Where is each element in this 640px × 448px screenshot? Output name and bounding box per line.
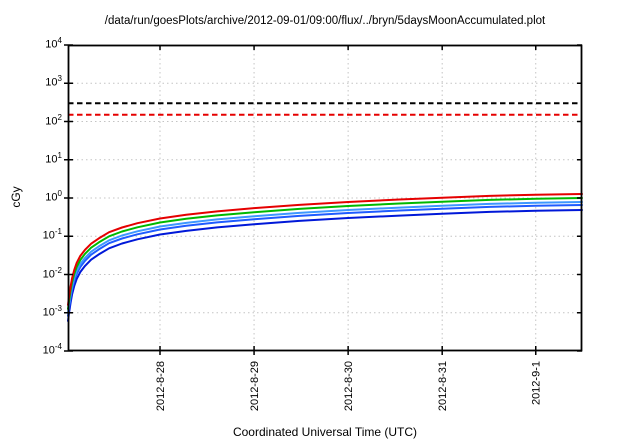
y-tick-label: 100 [45, 189, 62, 204]
x-tick-label: 2012-9-1 [531, 361, 543, 405]
y-tick-label: 102 [45, 112, 62, 128]
y-tick-label: 103 [45, 74, 62, 89]
x-tick-label: 2012-8-28 [155, 361, 167, 411]
x-tick-label: 2012-8-31 [437, 361, 449, 411]
x-tick-label: 2012-8-30 [343, 361, 355, 411]
y-tick-label: 10-4 [42, 342, 62, 357]
y-tick-label: 10-1 [42, 227, 62, 242]
series-red [67, 193, 583, 306]
y-tick-label: 101 [45, 150, 62, 166]
series-light-blue [67, 201, 583, 314]
plot-title: /data/run/goesPlots/archive/2012-09-01/0… [104, 15, 546, 27]
y-tick-label: 104 [45, 36, 62, 51]
series-dark-blue [67, 209, 583, 322]
series-green [67, 197, 583, 310]
x-tick-label: 2012-8-29 [249, 361, 261, 411]
y-tick-label: 10-2 [42, 265, 62, 281]
y-tick-label: 10-3 [42, 303, 62, 319]
x-axis-label: Coordinated Universal Time (UTC) [232, 425, 418, 439]
